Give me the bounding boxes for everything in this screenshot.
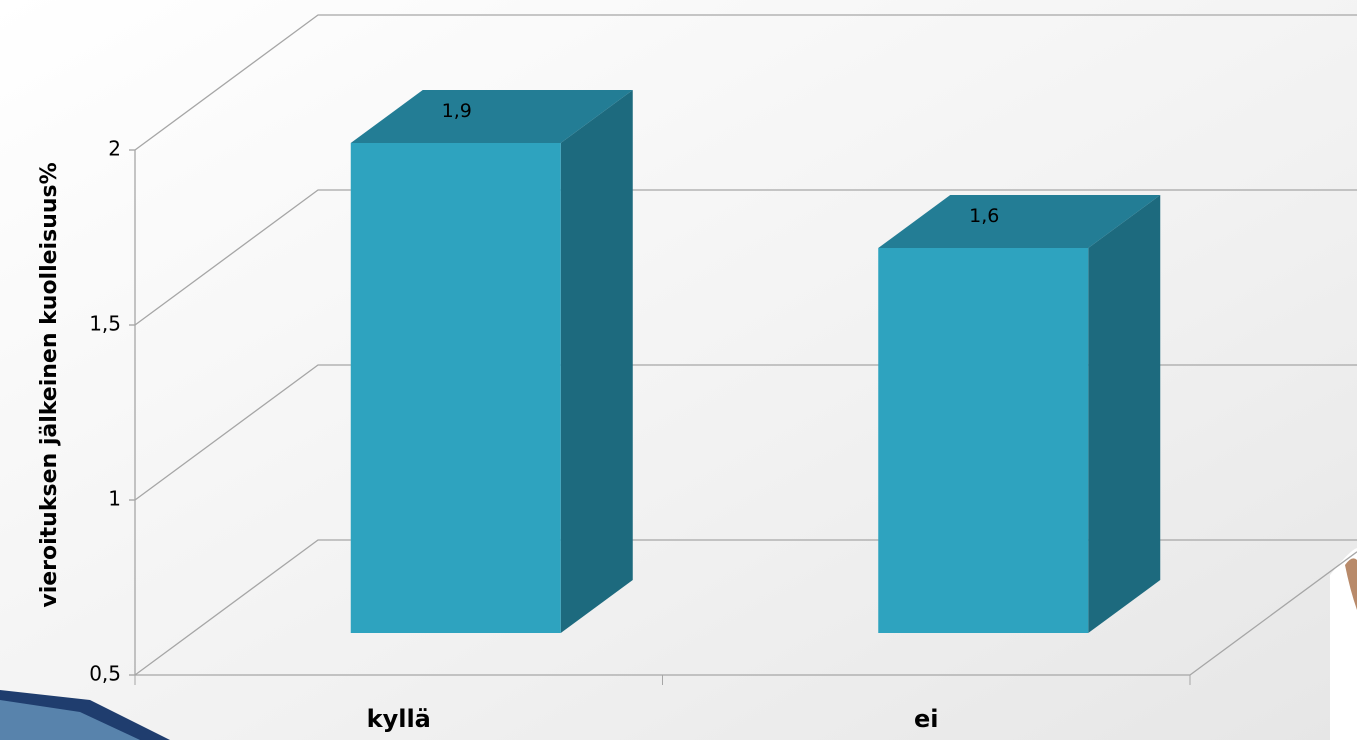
bar-side [1088,195,1161,633]
x-tick-label: ei [914,705,939,733]
value-label: 1,6 [969,205,999,227]
grid-line [134,14,1357,151]
grid-line [134,189,1357,326]
y-tick-label: 0,5 [89,662,121,686]
value-label: 1,9 [442,100,472,122]
bar-side [560,90,633,633]
decor-arrow-light [0,700,140,740]
y-axis-label: vieroituksen jälkeinen kuolleisuus% [37,162,62,607]
y-tick-label: 2 [108,137,121,161]
bar [350,143,561,633]
decor-image [1330,548,1357,740]
bar-top [878,195,1161,248]
bar-top [350,90,633,143]
bar [878,248,1089,633]
x-tick-label: kyllä [367,705,431,733]
decor-image-detail [1345,558,1357,610]
y-tick-label: 1,5 [89,312,121,336]
y-tick-label: 1 [108,487,121,511]
